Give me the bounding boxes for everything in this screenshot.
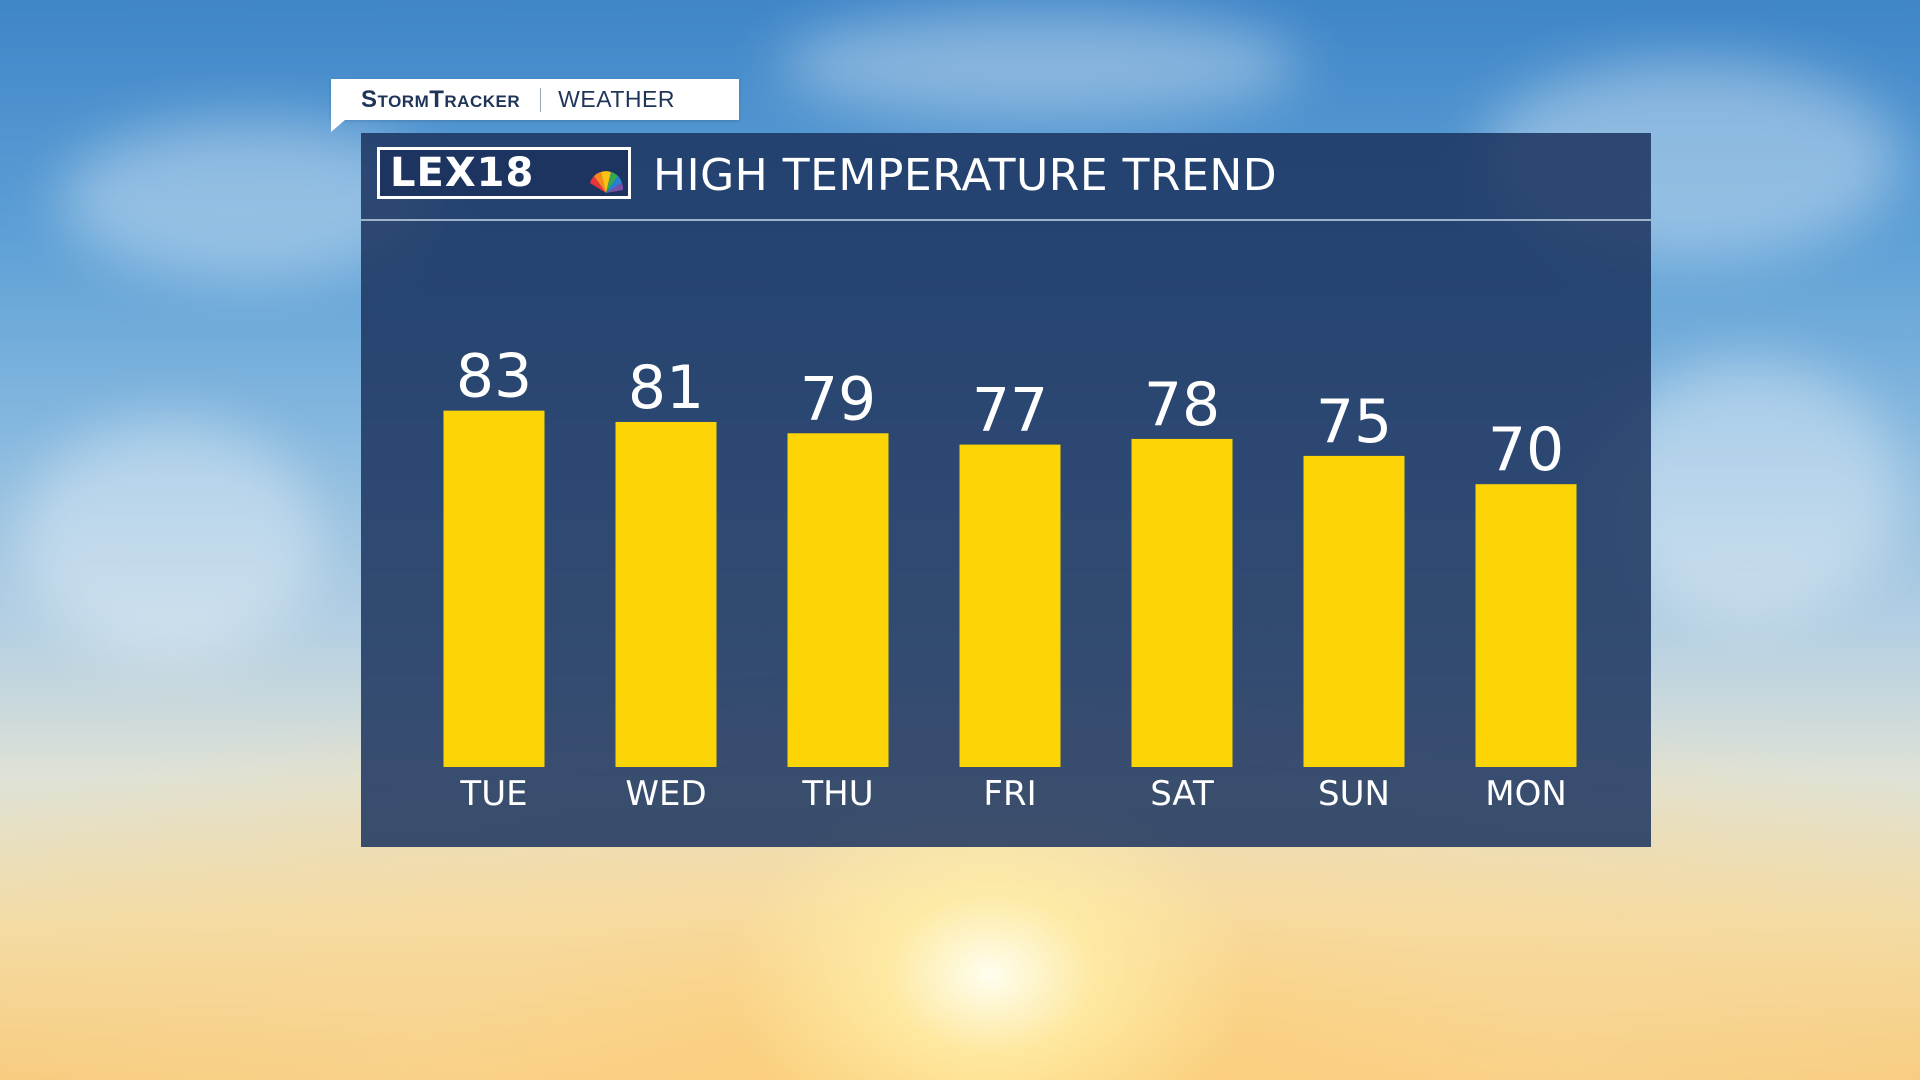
bar-mon (1475, 484, 1577, 767)
bar-sun (1303, 455, 1405, 767)
bar-fri (959, 444, 1061, 767)
category-label-sat: SAT (1150, 774, 1214, 814)
chart-title: HIGH TEMPERATURE TREND (653, 150, 1278, 201)
category-label-tue: TUE (459, 774, 527, 814)
station-logo: LEX18 (377, 147, 631, 199)
category-label-wed: WED (625, 774, 706, 814)
value-label-fri: 77 (972, 376, 1048, 446)
bar-thu (787, 433, 889, 767)
category-label-mon: MON (1485, 774, 1567, 814)
brand-divider (540, 87, 542, 112)
bar-chart: 83 TUE 81 WED 79 THU 77 FRI 78 SAT 75 SUN 70 MON (443, 342, 1577, 814)
value-label-thu: 79 (800, 364, 876, 434)
chart-panel: LEX18 HIGH TEMPERATURE TREND 83 TUE 81 WED 7… (361, 133, 1651, 847)
value-label-wed: 81 (628, 353, 704, 423)
value-label-mon: 70 (1488, 415, 1564, 485)
weather-label: WEATHER (558, 86, 675, 112)
bar-wed (615, 421, 717, 767)
value-label-tue: 83 (456, 342, 532, 412)
value-label-sun: 75 (1316, 387, 1392, 457)
stormtracker-label: StormTracker (361, 85, 521, 113)
station-logo-text: LEX18 (390, 150, 535, 196)
category-label-sun: SUN (1318, 774, 1390, 814)
peacock-icon (590, 171, 624, 193)
panel-header: LEX18 HIGH TEMPERATURE TREND (361, 133, 1651, 221)
bar-sat (1131, 438, 1233, 767)
bar-tue (443, 410, 545, 767)
category-label-thu: THU (801, 774, 873, 814)
category-label-fri: FRI (983, 774, 1036, 814)
stormtracker-weather-tab: StormTracker WEATHER (331, 79, 739, 132)
value-label-sat: 78 (1144, 370, 1220, 440)
